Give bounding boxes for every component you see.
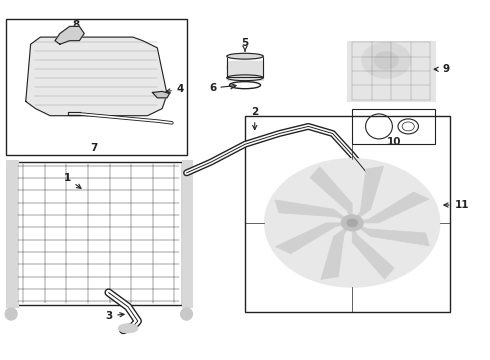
- Bar: [6, 160, 19, 307]
- Polygon shape: [55, 26, 84, 44]
- Ellipse shape: [5, 308, 17, 320]
- Text: 6: 6: [210, 84, 217, 93]
- Text: 11: 11: [444, 200, 469, 210]
- Polygon shape: [352, 223, 429, 246]
- Text: 1: 1: [64, 173, 81, 188]
- Ellipse shape: [227, 53, 263, 59]
- Ellipse shape: [118, 324, 138, 333]
- Ellipse shape: [362, 42, 411, 78]
- Polygon shape: [152, 91, 170, 98]
- Ellipse shape: [227, 61, 263, 74]
- Polygon shape: [321, 223, 352, 279]
- Bar: [6, 19, 187, 155]
- Ellipse shape: [374, 51, 398, 69]
- Polygon shape: [310, 167, 352, 223]
- Bar: [347, 41, 435, 102]
- Text: 9: 9: [434, 64, 449, 74]
- Polygon shape: [352, 223, 394, 279]
- Bar: [227, 61, 263, 80]
- Ellipse shape: [180, 308, 193, 320]
- Text: 7: 7: [90, 143, 98, 153]
- Polygon shape: [352, 166, 384, 223]
- Text: 10: 10: [386, 138, 401, 148]
- Polygon shape: [352, 192, 429, 223]
- Text: 2: 2: [251, 107, 258, 130]
- Polygon shape: [26, 37, 167, 116]
- Text: 8: 8: [70, 19, 79, 33]
- Ellipse shape: [265, 158, 440, 287]
- Text: 5: 5: [242, 39, 248, 51]
- Ellipse shape: [341, 215, 363, 231]
- Polygon shape: [275, 223, 352, 254]
- Bar: [16, 162, 182, 305]
- Ellipse shape: [347, 219, 358, 227]
- Bar: [182, 160, 193, 307]
- Bar: [352, 109, 435, 144]
- Text: 3: 3: [105, 311, 124, 321]
- Bar: [245, 116, 450, 312]
- Text: 4: 4: [166, 84, 184, 94]
- Polygon shape: [275, 200, 352, 223]
